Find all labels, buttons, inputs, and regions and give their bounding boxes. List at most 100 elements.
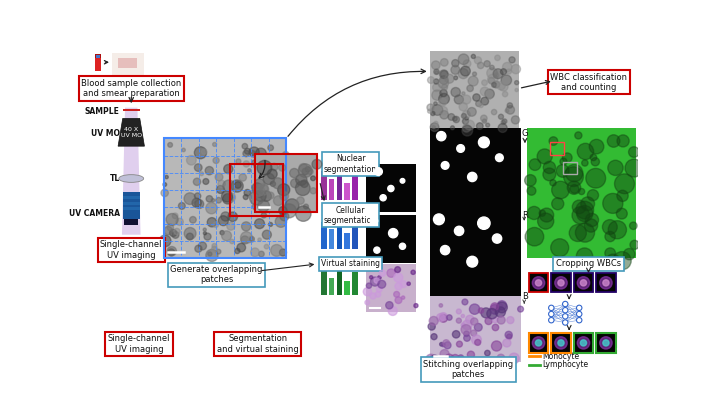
Circle shape	[479, 137, 489, 148]
Circle shape	[257, 193, 262, 198]
Circle shape	[462, 111, 470, 119]
Circle shape	[462, 124, 471, 132]
Circle shape	[431, 334, 437, 340]
Circle shape	[224, 164, 233, 173]
Circle shape	[241, 236, 249, 244]
Circle shape	[218, 216, 228, 225]
Circle shape	[440, 245, 450, 255]
Bar	[552, 273, 571, 292]
Circle shape	[257, 183, 269, 196]
Circle shape	[605, 248, 615, 258]
Circle shape	[239, 174, 247, 181]
Circle shape	[474, 57, 481, 64]
Circle shape	[447, 315, 452, 320]
Circle shape	[363, 287, 372, 296]
Bar	[529, 333, 548, 352]
Circle shape	[603, 340, 609, 346]
Circle shape	[537, 213, 554, 229]
Circle shape	[630, 240, 640, 250]
Circle shape	[165, 176, 168, 179]
Circle shape	[277, 171, 284, 179]
Circle shape	[552, 181, 569, 199]
Circle shape	[554, 277, 567, 289]
Circle shape	[560, 158, 567, 165]
Circle shape	[261, 213, 267, 218]
Circle shape	[493, 81, 500, 88]
Circle shape	[279, 196, 290, 206]
Circle shape	[264, 244, 269, 249]
Circle shape	[486, 123, 490, 127]
Circle shape	[235, 248, 240, 254]
Circle shape	[576, 317, 582, 323]
Circle shape	[216, 198, 221, 203]
Circle shape	[223, 180, 235, 192]
Circle shape	[479, 308, 484, 313]
Circle shape	[451, 354, 459, 363]
Circle shape	[283, 200, 289, 206]
Circle shape	[569, 225, 586, 242]
Circle shape	[527, 186, 536, 195]
Circle shape	[438, 78, 449, 88]
Circle shape	[462, 299, 468, 305]
Circle shape	[440, 106, 447, 115]
Circle shape	[498, 114, 503, 119]
Circle shape	[250, 151, 255, 156]
Circle shape	[207, 218, 216, 227]
Text: UV CAMERA: UV CAMERA	[69, 209, 120, 218]
Bar	[112, 53, 145, 74]
Circle shape	[434, 102, 437, 105]
Circle shape	[260, 204, 265, 208]
Circle shape	[255, 168, 262, 175]
Circle shape	[445, 74, 454, 83]
Circle shape	[505, 331, 512, 339]
Circle shape	[462, 118, 469, 124]
Circle shape	[445, 354, 454, 363]
Circle shape	[562, 153, 572, 163]
Bar	[552, 333, 571, 352]
Circle shape	[275, 193, 282, 199]
Circle shape	[270, 163, 278, 171]
Circle shape	[478, 217, 490, 229]
Circle shape	[497, 301, 506, 310]
Bar	[596, 273, 615, 292]
Circle shape	[511, 116, 520, 124]
Circle shape	[468, 172, 477, 182]
Text: B: B	[522, 292, 528, 301]
Bar	[574, 273, 593, 292]
Bar	[164, 139, 286, 258]
Circle shape	[274, 196, 284, 206]
Bar	[430, 215, 521, 295]
Circle shape	[461, 314, 464, 318]
Circle shape	[250, 237, 255, 241]
Circle shape	[268, 145, 274, 151]
Circle shape	[299, 163, 308, 172]
Text: Generate overlapping
patches: Generate overlapping patches	[170, 265, 263, 285]
Circle shape	[576, 248, 593, 264]
Bar	[574, 333, 593, 352]
Circle shape	[507, 103, 513, 108]
Bar	[574, 333, 593, 352]
Bar	[366, 215, 416, 263]
Circle shape	[212, 243, 217, 248]
Circle shape	[550, 180, 556, 186]
Circle shape	[564, 167, 584, 186]
Circle shape	[283, 161, 289, 167]
Circle shape	[527, 206, 541, 220]
Circle shape	[448, 114, 454, 120]
Circle shape	[441, 161, 449, 169]
Bar	[123, 192, 140, 219]
Circle shape	[497, 354, 505, 362]
Circle shape	[590, 154, 597, 161]
Circle shape	[296, 181, 310, 196]
Circle shape	[576, 311, 582, 317]
Circle shape	[491, 303, 498, 311]
Circle shape	[203, 228, 206, 231]
Circle shape	[429, 317, 438, 325]
Circle shape	[467, 351, 474, 358]
Circle shape	[507, 317, 514, 324]
Bar	[337, 219, 342, 249]
Circle shape	[581, 197, 595, 210]
Circle shape	[469, 304, 480, 314]
Circle shape	[484, 61, 490, 67]
Circle shape	[272, 178, 284, 189]
